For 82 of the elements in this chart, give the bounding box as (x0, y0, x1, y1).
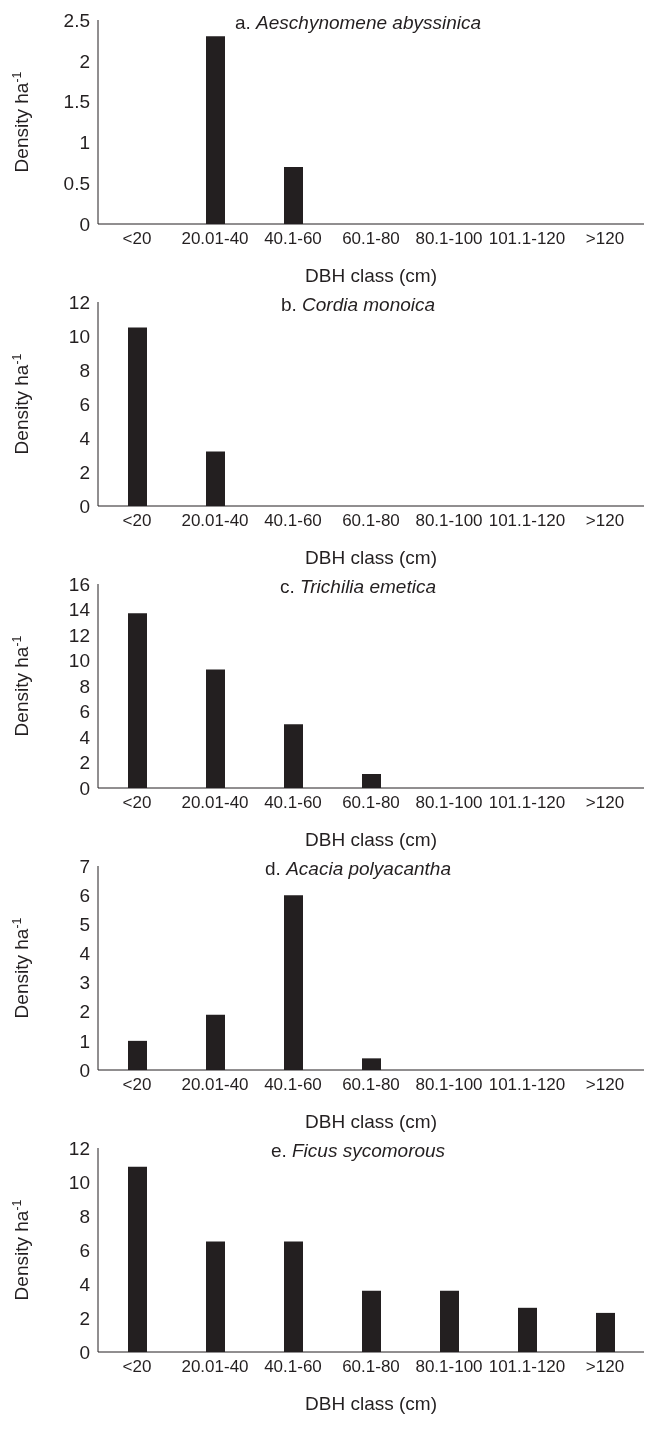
x-tick-label: 101.1-120 (488, 229, 566, 249)
y-tick-label: 0 (79, 495, 90, 517)
y-tick-label: 6 (79, 393, 90, 415)
y-tick-label: 10 (68, 650, 90, 672)
x-tick-label: 40.1-60 (264, 1357, 322, 1377)
y-tick-label: 12 (68, 1137, 90, 1159)
y-tick-label: 2 (79, 1001, 90, 1023)
chart-title: c. Trichilia emetica (279, 576, 437, 598)
x-tick-label: 60.1-80 (342, 511, 400, 531)
x-tick-label: 20.01-40 (181, 1075, 249, 1095)
x-tick-label: 101.1-120 (488, 793, 566, 813)
x-tick-label: <20 (122, 793, 152, 813)
y-tick-label: 0 (79, 213, 90, 235)
y-tick-label: 4 (79, 726, 91, 748)
x-tick-label: 20.01-40 (181, 793, 249, 813)
x-tick-label: 80.1-100 (415, 229, 483, 249)
x-tick-label: >120 (585, 793, 625, 813)
x-tick-label: 40.1-60 (264, 793, 322, 813)
y-tick-label: 6 (79, 884, 90, 906)
x-tick-label: <20 (122, 1075, 152, 1095)
y-tick-label: 2 (79, 50, 90, 72)
chart-title: b. Cordia monoica (279, 294, 437, 316)
x-tick-label: 80.1-100 (415, 511, 483, 531)
y-tick-label: 2 (79, 1307, 90, 1329)
x-axis-title: DBH class (cm) (305, 1393, 437, 1414)
y-tick-label: 5 (79, 914, 90, 936)
x-tick-label: 60.1-80 (342, 229, 400, 249)
x-tick-label: >120 (585, 511, 625, 531)
x-tick-label: 101.1-120 (488, 1357, 566, 1377)
x-tick-label: 20.01-40 (181, 511, 249, 531)
y-tick-label: 14 (68, 599, 91, 621)
x-axis-title: DBH class (cm) (305, 265, 437, 286)
y-tick-label: 10 (68, 1171, 90, 1193)
y-tick-label: 16 (68, 573, 90, 595)
x-tick-label: 101.1-120 (488, 1075, 566, 1095)
y-tick-label: 0 (79, 777, 90, 799)
x-tick-label: >120 (585, 1357, 625, 1377)
y-tick-label: 1 (79, 1030, 90, 1052)
y-tick-label: 6 (79, 1239, 90, 1261)
x-tick-label: <20 (122, 1357, 152, 1377)
y-tick-label: 12 (68, 624, 90, 646)
y-tick-label: 2 (79, 461, 90, 483)
x-tick-label: 20.01-40 (181, 229, 249, 249)
x-tick-label: >120 (585, 229, 625, 249)
y-tick-label: 3 (79, 972, 90, 994)
y-tick-label: 8 (79, 1205, 90, 1227)
y-tick-label: 0.5 (63, 172, 90, 194)
y-tick-label: 1 (79, 132, 90, 154)
chart-title: a. Aeschynomene abyssinica (233, 12, 483, 34)
x-tick-label: 60.1-80 (342, 1075, 400, 1095)
y-tick-label: 4 (79, 427, 91, 449)
y-tick-label: 1.5 (63, 91, 90, 113)
x-tick-label: >120 (585, 1075, 625, 1095)
y-tick-label: 0 (79, 1059, 90, 1081)
chart-title: d. Acacia polyacantha (264, 858, 452, 880)
y-tick-label: 10 (68, 325, 90, 347)
x-tick-label: 40.1-60 (264, 511, 322, 531)
x-tick-label: 80.1-100 (415, 1357, 483, 1377)
x-tick-label: <20 (122, 511, 152, 531)
y-tick-label: 0 (79, 1341, 90, 1363)
x-axis-title: DBH class (cm) (305, 547, 437, 568)
chart-title: e. Ficus sycomorous (269, 1140, 447, 1162)
x-tick-label: 101.1-120 (488, 511, 566, 531)
y-tick-label: 4 (79, 943, 91, 965)
x-tick-label: 40.1-60 (264, 229, 322, 249)
x-axis-title: DBH class (cm) (305, 829, 437, 850)
y-tick-label: 2.5 (63, 9, 90, 31)
y-tick-label: 12 (68, 291, 90, 313)
y-tick-label: 7 (79, 855, 90, 877)
y-tick-label: 6 (79, 701, 90, 723)
y-tick-label: 8 (79, 675, 90, 697)
x-tick-label: 60.1-80 (342, 793, 400, 813)
x-axis-title: DBH class (cm) (305, 1111, 437, 1132)
y-tick-label: 4 (79, 1273, 91, 1295)
x-tick-label: 80.1-100 (415, 793, 483, 813)
x-tick-label: <20 (122, 229, 152, 249)
x-tick-label: 60.1-80 (342, 1357, 400, 1377)
x-tick-label: 20.01-40 (181, 1357, 249, 1377)
x-tick-label: 80.1-100 (415, 1075, 483, 1095)
x-tick-label: 40.1-60 (264, 1075, 322, 1095)
y-tick-label: 2 (79, 752, 90, 774)
y-tick-label: 8 (79, 359, 90, 381)
